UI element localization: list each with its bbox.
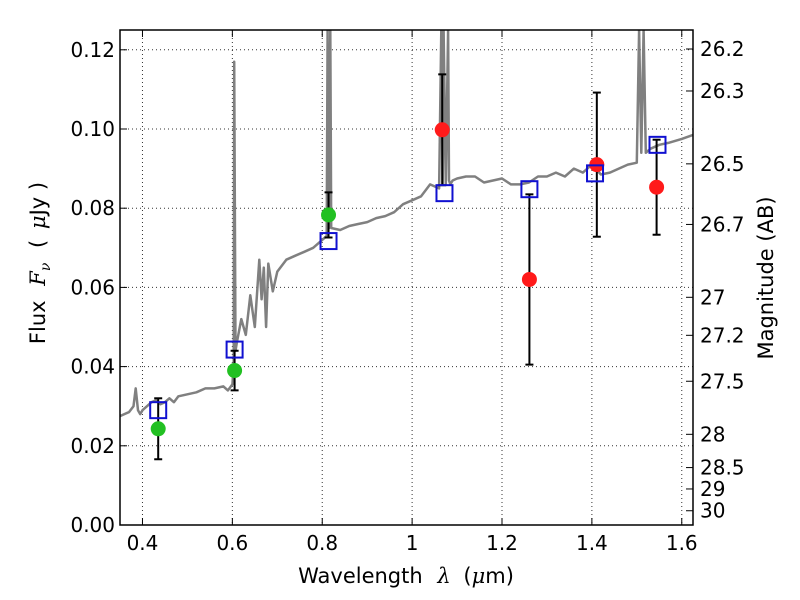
x-tick-label: 1.4	[576, 531, 608, 555]
y2-tick-label: 26.3	[700, 79, 745, 103]
x-tick-label: 0.8	[306, 531, 338, 555]
y-tick-label: 0.04	[70, 355, 115, 379]
y-axis-label: Flux Fν ( μJy )	[26, 182, 55, 344]
y-tick-label: 0.12	[70, 38, 115, 62]
y2-tick-label: 26.2	[700, 37, 745, 61]
grid-lines	[120, 30, 693, 525]
red-data-point	[649, 179, 665, 195]
green-data-point	[321, 207, 337, 223]
model-photometry-box	[586, 164, 605, 183]
model-spectrum-line	[120, 30, 693, 418]
model-photometry-box	[319, 232, 338, 251]
y-tick-label: 0.10	[70, 117, 115, 141]
model-photometry-box	[225, 340, 244, 359]
model-photometry-box	[435, 184, 454, 203]
data-points-layer	[149, 122, 667, 437]
model-photometry-box	[520, 180, 539, 199]
red-data-point	[434, 122, 450, 138]
y-tick-label: 0.08	[70, 196, 115, 220]
tick-labels: 0.4 0.6 0.8 1 1.2 1.4 1.6 0.00 0.02 0.04 0.06 0.08 0…	[70, 37, 744, 555]
y-tick-label: 0.02	[70, 434, 115, 458]
errorbar-layer	[154, 73, 661, 461]
x-tick-label: 1.2	[486, 531, 518, 555]
y2-tick-label: 30	[700, 499, 725, 523]
y2-tick-label: 26.7	[700, 212, 745, 236]
plot-frame	[119, 29, 694, 526]
model-photometry-box	[648, 135, 667, 154]
x-tick-label: 0.4	[127, 531, 159, 555]
y2-tick-label: 28	[700, 422, 725, 446]
x-tick-label: 1	[406, 531, 419, 555]
green-data-point	[150, 421, 166, 437]
y2-tick-label: 27.2	[700, 323, 745, 347]
x-axis-label: Wavelength λ (μm)	[298, 564, 514, 588]
right-axis-label: Magnitude (AB)	[754, 196, 778, 359]
model-photometry-box	[149, 401, 168, 420]
green-data-point	[227, 363, 243, 379]
y2-tick-label: 27	[700, 285, 725, 309]
y-tick-label: 0.00	[70, 513, 115, 537]
y2-tick-label: 27.5	[700, 369, 745, 393]
y2-tick-label: 29	[700, 477, 725, 501]
y2-tick-label: 26.5	[700, 152, 745, 176]
x-tick-label: 1.6	[666, 531, 698, 555]
red-data-point	[521, 271, 537, 287]
x-tick-label: 0.6	[216, 531, 248, 555]
model-spectrum-layer	[120, 30, 693, 418]
y2-tick-label: 28.5	[700, 456, 745, 480]
y-tick-label: 0.06	[70, 275, 115, 299]
axis-ticks	[120, 30, 693, 526]
